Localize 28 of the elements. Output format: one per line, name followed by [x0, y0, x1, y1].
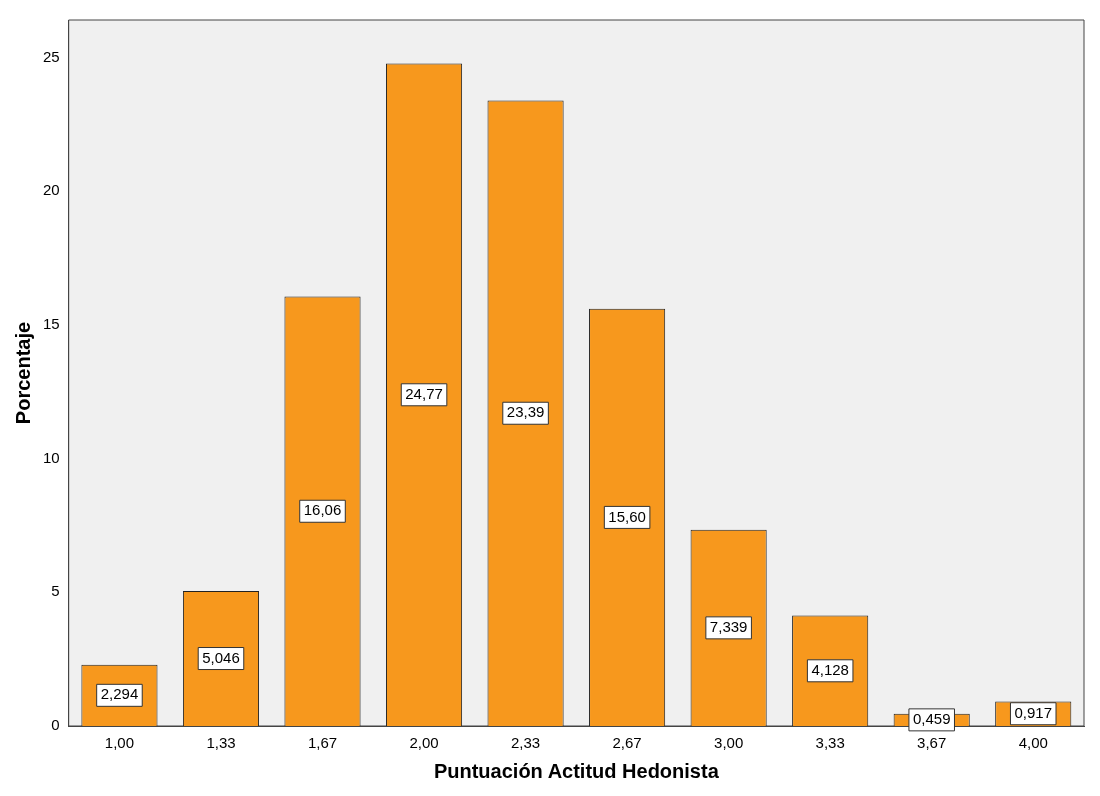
data-label: 0,917 [1014, 703, 1053, 721]
x-tick-label: 2,00 [409, 734, 439, 752]
data-label: 16,06 [303, 501, 342, 519]
data-label: 5,046 [202, 648, 240, 666]
y-tick-label: 20 [43, 181, 60, 199]
x-tick-label: 1,67 [307, 734, 338, 752]
y-tick-label: 25 [43, 47, 60, 65]
y-tick-label: 5 [51, 582, 60, 600]
y-axis-title: Porcentaje [11, 321, 34, 425]
data-label: 23,39 [506, 403, 545, 421]
data-label: 2,294 [100, 685, 139, 703]
x-tick-label: 3,00 [714, 734, 744, 752]
x-tick-label: 1,33 [206, 734, 236, 752]
data-label: 7,339 [709, 618, 748, 636]
y-tick-label: 10 [43, 448, 60, 466]
data-label: 24,77 [405, 384, 443, 402]
x-tick-label: 3,33 [815, 734, 845, 752]
x-tick-label: 2,67 [612, 734, 642, 752]
data-label: 0,459 [912, 710, 951, 727]
x-tick-label: 1,00 [104, 734, 135, 752]
x-tick-label: 2,33 [510, 734, 541, 752]
y-tick-label: 0 [51, 716, 60, 734]
x-tick-label: 3,67 [917, 734, 947, 752]
data-label: 15,60 [608, 507, 646, 525]
x-axis-title: Puntuación Actitud Hedonista [433, 759, 720, 782]
data-label: 4,128 [811, 660, 849, 678]
y-tick-label: 15 [43, 315, 60, 332]
x-tick-label: 4,00 [1018, 734, 1048, 752]
